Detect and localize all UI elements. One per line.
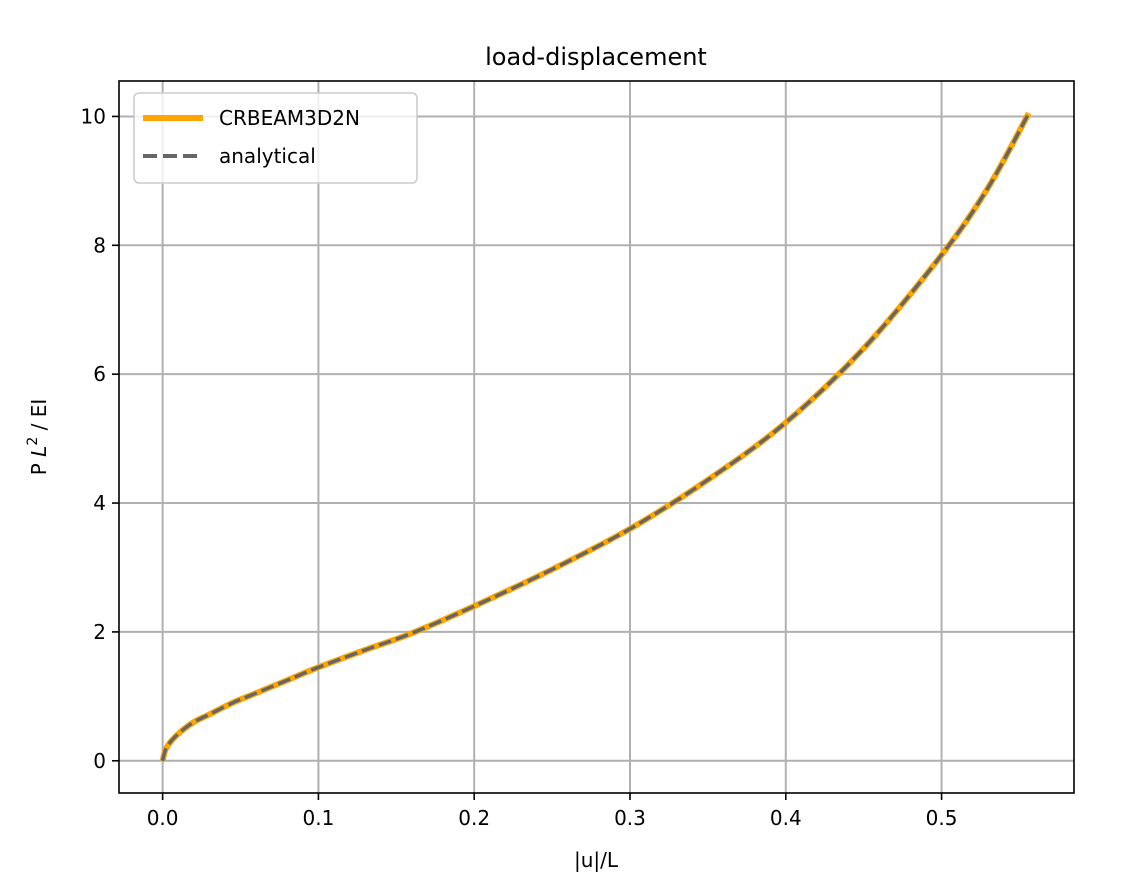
- y-axis-label-suffix: / EI: [27, 399, 51, 437]
- y-axis-label: P L2 / EI: [25, 399, 51, 476]
- legend-label-analytical: analytical: [219, 144, 316, 168]
- x-axis-label: |u|/L: [574, 848, 619, 872]
- plot-frame: [118, 80, 1075, 794]
- legend-label-crbeam3d2n: CRBEAM3D2N: [219, 106, 360, 130]
- x-tick-label: 0.5: [926, 806, 958, 830]
- series-line-analytical: [160, 112, 1031, 762]
- x-tick-label: 0.4: [770, 806, 802, 830]
- y-tick-label: 0: [93, 749, 106, 773]
- y-tick-label: 10: [81, 104, 106, 128]
- x-tick-label: 0.1: [303, 806, 335, 830]
- y-tick-label: 2: [93, 620, 106, 644]
- x-tick-label: 0.2: [458, 806, 490, 830]
- y-axis-label-prefix: P: [27, 457, 51, 475]
- x-tick-label: 0.0: [147, 806, 179, 830]
- chart-title: load-displacement: [485, 43, 707, 71]
- axis-ticks: 0.0 0.1 0.2 0.3 0.4 0.5 0 2 4 6 8 10: [81, 104, 958, 830]
- grid-lines: [119, 81, 1074, 793]
- y-tick-label: 6: [93, 362, 106, 386]
- x-tick-label: 0.3: [614, 806, 646, 830]
- y-axis-label-variable: L: [27, 446, 51, 457]
- y-tick-label: 4: [93, 491, 106, 515]
- series-lines: [159, 111, 1032, 762]
- y-tick-label: 8: [93, 233, 106, 257]
- y-axis-label-exponent: 2: [25, 437, 41, 446]
- legend: CRBEAM3D2N analytical: [133, 92, 418, 184]
- legend-box: [133, 92, 418, 184]
